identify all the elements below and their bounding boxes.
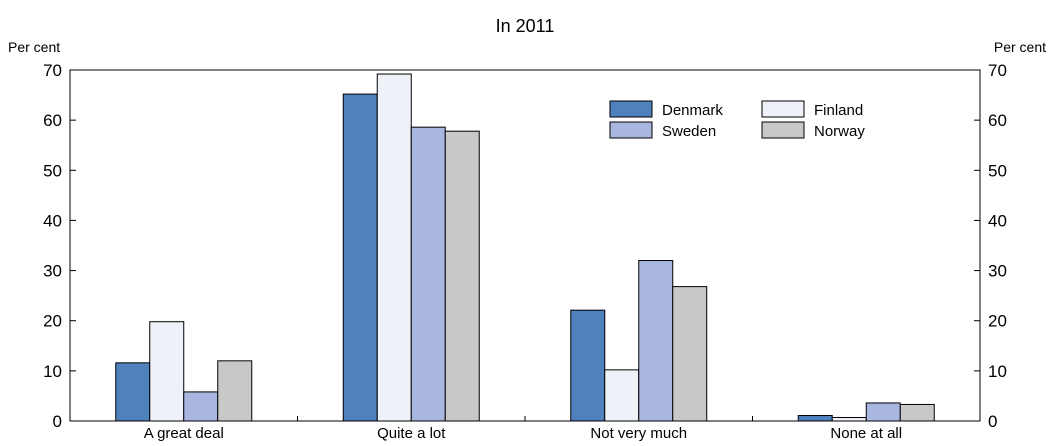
y-tick-label-right: 60	[988, 111, 1007, 130]
y-tick-label-left: 40	[43, 211, 62, 230]
bar-norway-0	[217, 360, 253, 422]
axes: 0 0 10 10 20 20 30 30 40 40 50 50 60 60 70 70 A great de…	[43, 61, 1007, 442]
legend: Denmark Finland Sweden Norway	[609, 100, 865, 140]
legend-label-denmark: Denmark	[662, 102, 723, 119]
legend-swatch-denmark	[609, 100, 653, 118]
x-tick-label: A great deal	[144, 425, 224, 441]
bar-denmark-3	[797, 414, 833, 422]
y-tick-label-right: 70	[988, 61, 1007, 80]
bar-sweden-0	[183, 391, 219, 422]
y-tick-label-left: 60	[43, 111, 62, 130]
legend-label-finland: Finland	[814, 102, 863, 119]
bar-denmark-1	[342, 93, 378, 422]
bar-sweden-2	[638, 260, 674, 422]
y-tick-label-right: 10	[988, 362, 1007, 381]
bar-finland-1	[376, 73, 412, 422]
bars	[115, 73, 935, 422]
chart-title: In 2011	[496, 16, 555, 36]
y-axis-label-right: Per cent	[994, 39, 1046, 55]
y-tick-label-left: 10	[43, 362, 62, 381]
bar-finland-2	[604, 369, 640, 422]
bar-sweden-3	[865, 402, 901, 422]
y-axis-label-left: Per cent	[8, 39, 60, 55]
y-tick-label-right: 0	[988, 412, 997, 431]
bar-norway-2	[672, 286, 708, 422]
y-tick-label-left: 30	[43, 262, 62, 281]
y-tick-label-left: 70	[43, 61, 62, 80]
y-tick-label-right: 30	[988, 262, 1007, 281]
y-tick-label-left: 50	[43, 161, 62, 180]
y-tick-label-left: 0	[53, 412, 62, 431]
x-tick-label: Quite a lot	[377, 425, 446, 441]
legend-swatch-finland	[761, 100, 805, 118]
bar-finland-0	[149, 321, 185, 422]
bar-norway-3	[899, 403, 935, 422]
bar-norway-1	[444, 130, 480, 422]
bar-denmark-0	[115, 362, 151, 422]
y-tick-label-left: 20	[43, 312, 62, 331]
legend-swatch-norway	[761, 121, 805, 139]
y-tick-label-right: 50	[988, 161, 1007, 180]
bar-denmark-2	[570, 309, 606, 422]
x-tick-label: Not very much	[590, 425, 687, 441]
legend-label-sweden: Sweden	[662, 123, 716, 140]
bar-finland-3	[831, 416, 867, 422]
x-tick-label: None at all	[830, 425, 902, 441]
y-tick-label-right: 20	[988, 312, 1007, 331]
legend-swatch-sweden	[609, 121, 653, 139]
legend-label-norway: Norway	[814, 123, 865, 140]
bar-sweden-1	[410, 126, 446, 422]
y-tick-label-right: 40	[988, 211, 1007, 230]
